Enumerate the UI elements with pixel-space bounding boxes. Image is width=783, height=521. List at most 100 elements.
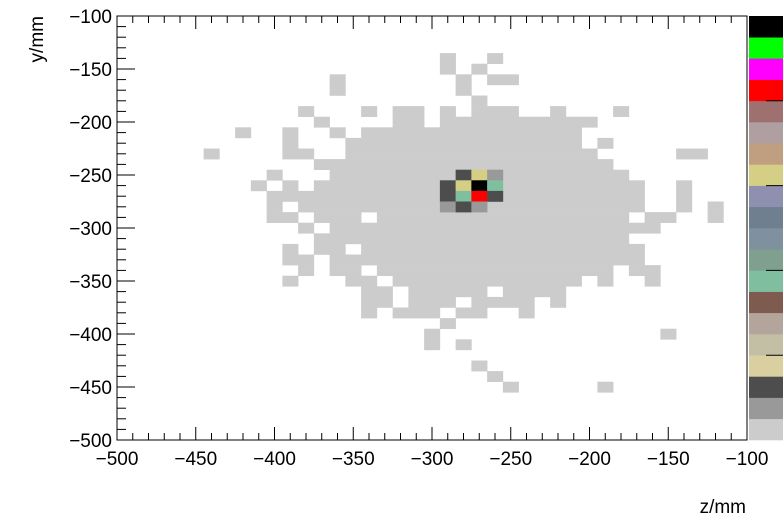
y-axis-ticks — [117, 15, 135, 441]
heatmap-cell — [550, 106, 567, 117]
heatmap-core-cell — [439, 190, 456, 202]
y-tick-label: −500 — [69, 431, 112, 452]
palette-swatch — [749, 312, 783, 335]
heatmap-cell — [345, 148, 598, 160]
heatmap-cell — [628, 265, 661, 276]
palette-swatch — [749, 185, 783, 208]
x-tick-label: −400 — [253, 449, 296, 470]
x-axis-ticks — [116, 16, 748, 440]
y-tick-label: −300 — [69, 219, 112, 240]
heatmap-core-cell — [487, 180, 504, 192]
heatmap-cell — [471, 95, 488, 107]
heatmap-cell — [471, 106, 519, 117]
heatmap-cell — [676, 180, 693, 192]
y-tick-label: −200 — [69, 113, 112, 134]
heatmap-cell — [282, 243, 299, 255]
heatmap-cell — [203, 148, 220, 160]
heatmap-core-cell — [487, 169, 504, 181]
heatmap-cell — [707, 212, 724, 223]
heatmap-cell — [439, 53, 456, 64]
y-tick-label: −250 — [69, 166, 112, 187]
palette-swatch — [749, 270, 783, 292]
heatmap-cell — [298, 106, 315, 117]
heatmap-cell — [676, 190, 693, 202]
heatmap-core-cell — [455, 190, 472, 202]
heatmap-core-cell — [439, 180, 456, 192]
heatmap-cells — [203, 53, 724, 393]
heatmap-core-cell — [455, 201, 472, 213]
heatmap-cell — [408, 296, 456, 308]
palette-swatch — [749, 58, 783, 80]
heatmap-cell — [502, 381, 519, 393]
heatmap-cell — [313, 116, 330, 128]
palette-swatch — [749, 355, 783, 377]
heatmap-core-cell — [471, 169, 488, 181]
heatmap-core-cell — [471, 201, 488, 213]
heatmap-cell — [455, 339, 472, 351]
x-tick-label: −450 — [174, 449, 217, 470]
heatmap-cell — [439, 63, 456, 75]
palette-swatch — [749, 164, 783, 186]
palette-swatch — [749, 334, 783, 356]
palette-swatch — [749, 79, 783, 102]
heatmap-cell — [455, 307, 488, 319]
heatmap-cell — [313, 233, 630, 245]
palette-swatch — [749, 122, 783, 144]
heatmap-core-cell — [471, 180, 488, 192]
heatmap-core-cell — [455, 180, 472, 192]
heatmap-cell — [282, 148, 315, 160]
heatmap-cell — [424, 328, 441, 340]
heatmap-cell — [250, 180, 267, 192]
heatmap-cell — [487, 53, 504, 64]
heatmap-cell — [282, 254, 315, 266]
y-tick-label: −400 — [69, 325, 112, 346]
x-tick-label: −100 — [726, 449, 769, 470]
heatmap-cell — [361, 307, 378, 319]
heatmap-cell — [408, 286, 488, 298]
x-tick-label: −350 — [332, 449, 375, 470]
heatmap-cell — [266, 169, 283, 181]
palette-swatch — [749, 291, 783, 314]
palette-swatch — [749, 376, 783, 398]
heatmap-cell — [392, 275, 582, 287]
heatmap-cell — [439, 318, 456, 329]
heatmap-cell — [345, 137, 582, 149]
x-tick-label: −300 — [411, 449, 454, 470]
heatmap-cell — [424, 339, 441, 351]
heatmap-core-cell — [439, 201, 456, 213]
color-palette-bar — [749, 16, 783, 441]
y-tick-label: −150 — [69, 60, 112, 81]
x-axis-tick-labels: −500 −450 −400 −350 −300 −250 −200 −150 −100 — [96, 449, 769, 470]
heatmap-cell — [660, 328, 677, 340]
palette-swatch — [749, 37, 783, 59]
y-tick-label: −100 — [69, 7, 112, 28]
heatmap-cell — [676, 148, 708, 160]
palette-swatch — [749, 16, 783, 38]
heatmap-cell — [361, 296, 393, 308]
x-tick-label: −250 — [489, 449, 532, 470]
heatmap-cell — [313, 243, 346, 255]
heatmap-cell — [392, 106, 425, 117]
heatmap-cell — [361, 127, 582, 139]
heatmap-cell — [676, 201, 693, 213]
heatmap-cell — [282, 180, 299, 192]
x-axis-title: z/mm — [700, 497, 746, 518]
y-axis-tick-labels: −100 −150 −200 −250 −300 −350 −400 −450 −500 — [69, 7, 112, 452]
heatmap-cell — [298, 265, 315, 276]
x-tick-label: −200 — [568, 449, 611, 470]
heatmap-cell — [644, 275, 661, 287]
heatmap-cell — [345, 275, 378, 287]
heatmap-cell — [329, 265, 362, 276]
heatmap-cell — [597, 137, 614, 149]
heatmap-cell — [329, 127, 346, 139]
heatmap-cell — [471, 296, 535, 308]
heatmap-cell — [376, 265, 614, 276]
heatmap-cell — [439, 116, 598, 128]
y-tick-label: −350 — [69, 272, 112, 293]
heatmap-cell — [502, 286, 567, 298]
palette-swatch — [749, 418, 783, 441]
heatmap-cell — [376, 212, 630, 223]
y-tick-label: −450 — [69, 378, 112, 399]
palette-swatch — [749, 206, 783, 229]
heatmap-cell — [518, 307, 535, 319]
